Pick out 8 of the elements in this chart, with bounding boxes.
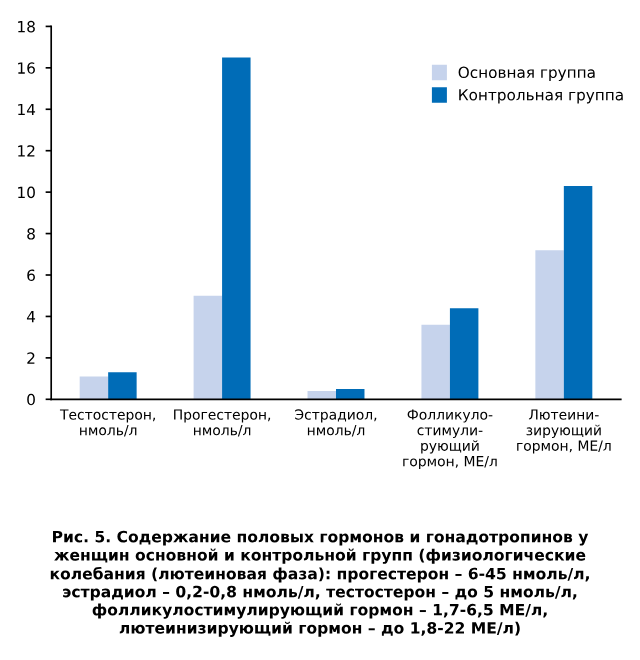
bar [79, 376, 109, 400]
bar [108, 372, 137, 400]
bar [449, 308, 479, 400]
bar [421, 324, 450, 400]
bar [193, 295, 223, 400]
bar [222, 57, 251, 400]
bar [535, 250, 564, 400]
bar [563, 185, 593, 400]
